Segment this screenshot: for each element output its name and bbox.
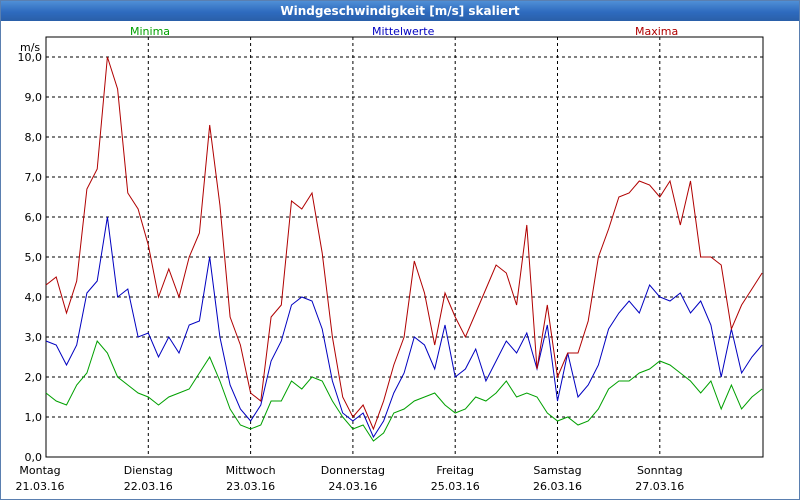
y-tick-label: 2,0: [25, 371, 43, 384]
chart-area: 0,0 1,0 2,0 3,0 4,0 5,0 6,0 7,0 8,0 9,0 10,0 Monta…: [16, 25, 764, 493]
y-axis-unit-label: m/s: [20, 41, 40, 54]
series-lines: [45, 56, 763, 442]
x-tick-date: 24.03.16: [328, 480, 377, 493]
y-tick-label: 7,0: [25, 171, 43, 184]
x-tick-date: 23.03.16: [226, 480, 275, 493]
y-tick-label: 4,0: [25, 291, 43, 304]
series-line-mittelwerte: [45, 216, 763, 439]
x-tick-date: 22.03.16: [124, 480, 173, 493]
y-tick-label: 0,0: [25, 451, 43, 464]
x-tick-day: Samstag: [533, 464, 581, 477]
series-line-minima: [45, 339, 763, 442]
legend-maxima: Maxima: [635, 25, 678, 38]
legend-minima: Minima: [130, 25, 170, 38]
x-tick-day: Freitag: [436, 464, 474, 477]
x-tick-date: 21.03.16: [16, 480, 65, 493]
x-tick-day: Donnerstag: [321, 464, 385, 477]
x-axis-ticks: Montag 21.03.16 Dienstag 22.03.16 Mittwoch 23…: [16, 464, 685, 493]
x-tick-day: Montag: [19, 464, 60, 477]
y-tick-label: 8,0: [25, 131, 43, 144]
legend-mittelwerte: Mittelwerte: [372, 25, 435, 38]
y-tick-label: 3,0: [25, 331, 43, 344]
x-tick-date: 26.03.16: [533, 480, 582, 493]
x-tick-day: Sonntag: [637, 464, 683, 477]
y-axis-ticks: 0,0 1,0 2,0 3,0 4,0 5,0 6,0 7,0 8,0 9,0 10,0: [18, 51, 43, 464]
y-tick-label: 9,0: [25, 91, 43, 104]
y-tick-label: 10,0: [18, 51, 43, 64]
plot-frame: [45, 36, 764, 458]
x-tick-day: Dienstag: [124, 464, 173, 477]
window-title: Windgeschwindigkeit [m/s] skaliert: [1, 1, 799, 21]
y-tick-label: 1,0: [25, 411, 43, 424]
x-tick-date: 27.03.16: [635, 480, 684, 493]
x-tick-date: 25.03.16: [431, 480, 480, 493]
y-tick-label: 6,0: [25, 211, 43, 224]
x-tick-day: Mittwoch: [226, 464, 276, 477]
series-line-maxima: [45, 56, 763, 431]
y-tick-label: 5,0: [25, 251, 43, 264]
